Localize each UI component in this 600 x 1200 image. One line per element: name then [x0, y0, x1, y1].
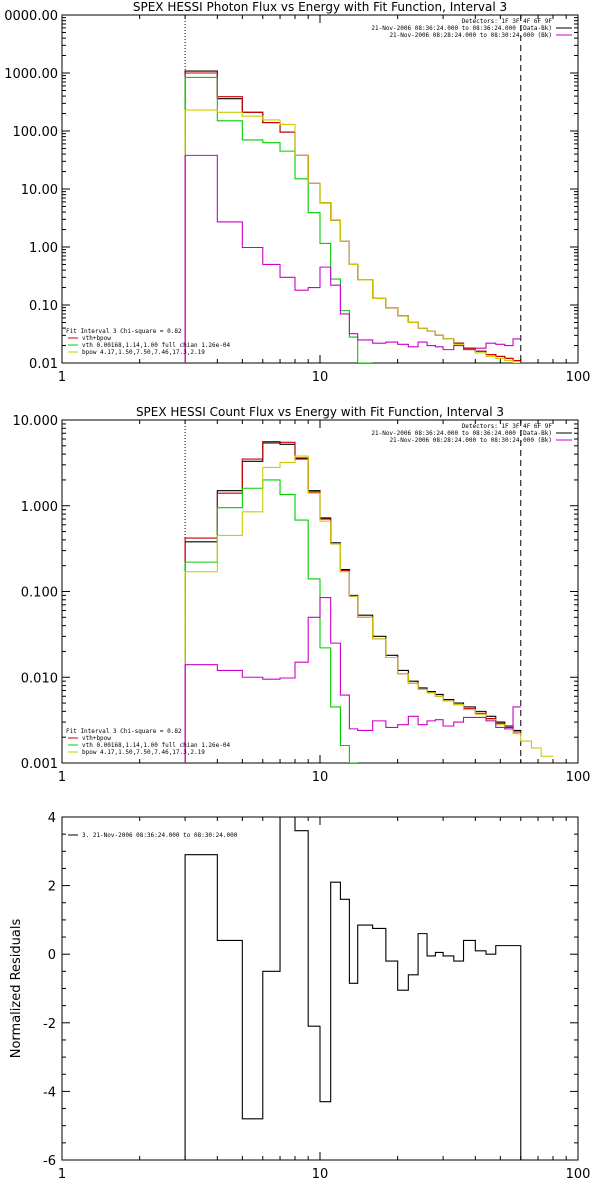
- y-tick-label: 10.000: [13, 414, 59, 429]
- legend-left-entry: 3. 21-Nov-2006 08:36:24.000 to 08:30:24.…: [82, 832, 238, 839]
- y-tick-label: 4: [48, 811, 56, 826]
- y-tick-label: -6: [43, 1154, 56, 1169]
- series-data-bk: [184, 442, 521, 763]
- legend-left-entry: vth+bpow: [82, 335, 111, 342]
- legend-left-entry: vth+bpow: [82, 735, 111, 742]
- series-bk: [184, 154, 521, 363]
- y-tick-label: 0.10: [29, 299, 58, 314]
- y-tick-label: 1.000: [21, 500, 58, 515]
- x-tick-label: 100: [566, 1167, 591, 1182]
- series-data-bk: [184, 70, 521, 363]
- x-tick-label: 10: [312, 370, 329, 385]
- legend-right-entry: 21-Nov-2006 08:36:24.000 to 08:36:24.000…: [371, 25, 552, 32]
- chart-panel-2: SPEX HESSI Count Flux vs Energy with Fit…: [13, 405, 591, 785]
- x-tick-label: 1: [58, 370, 66, 385]
- series-bpow: [184, 109, 521, 363]
- x-tick-label: 100: [566, 370, 591, 385]
- series-bk: [184, 597, 521, 763]
- legend-left-entry: bpow 4.17,1.50,7.50,7.46,17.3,2.19: [82, 749, 205, 756]
- x-tick-label: 10: [312, 770, 329, 785]
- legend-left-entry: vth 0.00168,1.14,1.00 full chian 1.26e-0…: [82, 342, 230, 349]
- y-tick-label: 0.100: [21, 586, 58, 601]
- legend-right-entry: 21-Nov-2006 08:28:24.000 to 08:30:24.000…: [389, 32, 552, 39]
- legend-left-entry: Fit Interval 3 Chi-square = 0.82: [66, 328, 182, 335]
- x-tick-label: 10: [312, 1167, 329, 1182]
- y-tick-label: 2: [48, 880, 56, 895]
- x-tick-label: 1: [58, 1167, 66, 1182]
- y-tick-label: 0.010: [21, 671, 58, 686]
- y-tick-label: 10.00: [21, 183, 58, 198]
- series-vth: [184, 479, 358, 763]
- x-tick-label: 100: [566, 770, 591, 785]
- series-vth-bpow: [184, 441, 521, 763]
- series-3-21-nov-2006-08-36-24-000-to-08-30-24-000: [184, 817, 522, 1160]
- series-bpow: [184, 455, 553, 763]
- y-tick-label: -2: [43, 1017, 56, 1032]
- x-tick-label: 1: [58, 770, 66, 785]
- legend-left-entry: bpow 4.17,1.50,7.50,7.46,17.3,2.19: [82, 349, 205, 356]
- legend-left-entry: Fit Interval 3 Chi-square = 0.82: [66, 728, 182, 735]
- series-vth-bpow: [184, 72, 521, 363]
- y-tick-label: 0: [48, 948, 56, 963]
- y-tick-label: 1.00: [29, 241, 58, 256]
- plot-frame: [61, 816, 579, 1161]
- legend-right-entry: 21-Nov-2006 08:36:24.000 to 08:36:24.000…: [371, 430, 552, 437]
- chart-title: SPEX HESSI Photon Flux vs Energy with Fi…: [133, 0, 507, 14]
- chart-panel-3: 1 10 100 -6 -4 -2 0 2 4 Normalized Residuals 3. 21…: [9, 811, 590, 1182]
- y-tick-label: 0.001: [21, 757, 58, 772]
- chart-title: SPEX HESSI Count Flux vs Energy with Fit…: [136, 405, 504, 419]
- y-tick-label: 0000.00: [4, 9, 58, 24]
- y-axis-label: Normalized Residuals: [9, 919, 24, 1059]
- y-tick-label: -4: [43, 1085, 56, 1100]
- legend-right-entry: Detectors: 1F 3F 4F 6F 9F: [462, 423, 553, 430]
- legend-left-entry: vth 0.00168,1.14,1.00 full chian 1.26e-0…: [82, 742, 230, 749]
- y-tick-label: 1000.00: [4, 67, 58, 82]
- chart-panel-1: SPEX HESSI Photon Flux vs Energy with Fi…: [4, 0, 590, 385]
- y-tick-label: 100.00: [13, 125, 59, 140]
- legend-right-entry: 21-Nov-2006 08:28:24.000 to 08:30:24.000…: [389, 437, 552, 444]
- legend-right-entry: Detectors: 1F 3F 4F 6F 9F: [462, 18, 553, 25]
- y-tick-label: 0.01: [29, 357, 58, 372]
